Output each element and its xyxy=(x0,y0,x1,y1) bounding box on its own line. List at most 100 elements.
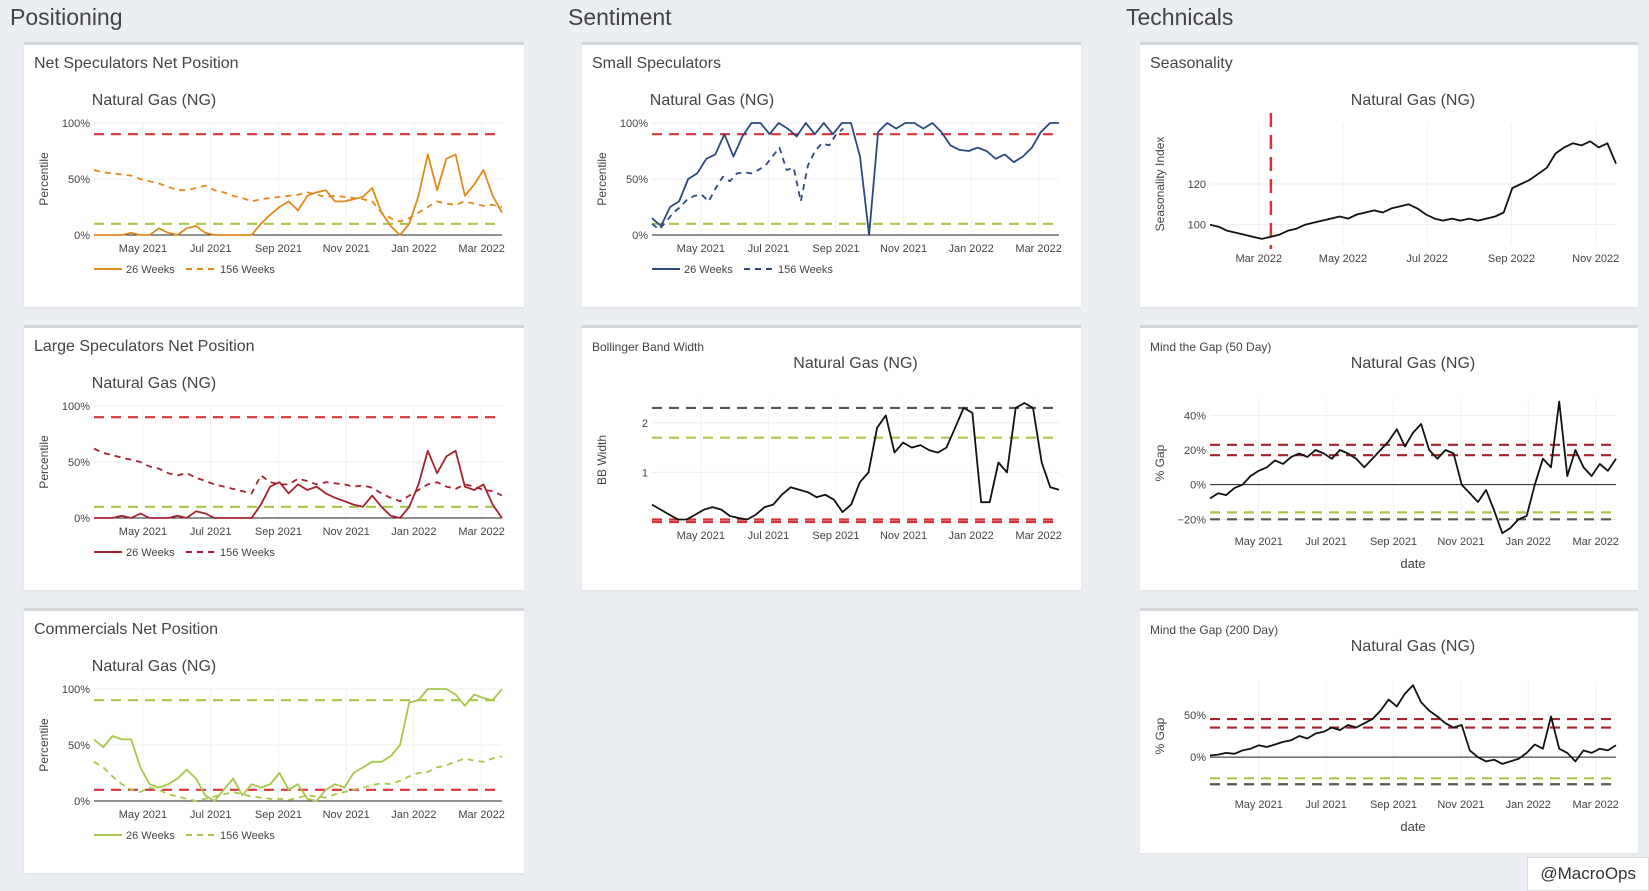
panel-title: Mind the Gap (50 Day) xyxy=(1150,340,1272,354)
y-tick-label: 50% xyxy=(626,174,648,186)
y-tick-label: 0% xyxy=(632,230,648,242)
y-tick-label: 40% xyxy=(1184,410,1206,422)
y-axis-label: % Gap xyxy=(1153,444,1167,481)
y-tick-label: 0% xyxy=(74,230,90,242)
x-tick-label: Mar 2022 xyxy=(1572,799,1618,811)
x-axis-label: date xyxy=(1400,556,1425,571)
x-tick-label: Nov 2021 xyxy=(323,243,370,255)
x-tick-label: Mar 2022 xyxy=(1235,253,1281,265)
y-axis-label: Percentile xyxy=(37,152,51,206)
panel-title: Large Speculators Net Position xyxy=(34,338,255,355)
panel-large-speculators: Large Speculators Net Position Natural G… xyxy=(24,325,524,590)
x-tick-label: Nov 2021 xyxy=(880,243,927,255)
section-title-technicals: Technicals xyxy=(1126,4,1234,30)
x-tick-label: Jul 2021 xyxy=(748,243,790,255)
x-tick-label: May 2022 xyxy=(1319,253,1367,265)
x-tick-label: Mar 2022 xyxy=(458,526,504,538)
y-tick-label: −20% xyxy=(1178,514,1207,526)
x-tick-label: Sep 2021 xyxy=(812,243,859,255)
panel-seasonality: Seasonality Natural Gas (NG) Seasonality … xyxy=(1140,42,1638,307)
x-tick-label: Jul 2021 xyxy=(1305,799,1347,811)
x-tick-label: Jan 2022 xyxy=(1506,536,1551,548)
series-line xyxy=(93,169,503,223)
y-tick-label: 100% xyxy=(62,684,90,696)
y-tick-label: 0% xyxy=(1190,480,1206,492)
x-tick-label: Sep 2022 xyxy=(1488,253,1535,265)
chart-title: Natural Gas (NG) xyxy=(793,355,917,372)
chart-seasonality[interactable]: Natural Gas (NG) Seasonality Index 100 120 M… xyxy=(1140,45,1638,307)
series-line xyxy=(651,122,1059,236)
chart-mind-the-gap-50[interactable]: Natural Gas (NG) % Gap −20% 0% 20% 40% May 202… xyxy=(1140,328,1638,590)
y-axis-label: Percentile xyxy=(37,718,51,772)
x-tick-label: Sep 2021 xyxy=(1370,799,1417,811)
panel-title: Seasonality xyxy=(1150,55,1233,72)
x-tick-label: Jan 2022 xyxy=(1506,799,1551,811)
series-line xyxy=(1209,684,1617,765)
y-tick-label: 50% xyxy=(1184,710,1206,722)
chart-large-speculators[interactable]: Natural Gas (NG) Percentile 0% 50% 100% May 2… xyxy=(24,328,524,590)
series-line xyxy=(651,127,844,231)
legend-label: 156 Weeks xyxy=(220,264,275,276)
chart-title: Natural Gas (NG) xyxy=(92,375,216,392)
panel-small-speculators: Small Speculators Natural Gas (NG) Percen… xyxy=(582,42,1081,307)
legend-label: 26 Weeks xyxy=(126,830,175,842)
x-tick-label: May 2021 xyxy=(677,243,725,255)
x-axis-label: date xyxy=(1400,819,1425,834)
chart-commercials[interactable]: Natural Gas (NG) Percentile 0% 50% 100% May 2… xyxy=(24,611,524,873)
y-tick-label: 50% xyxy=(68,174,90,186)
series-line xyxy=(1209,140,1617,240)
y-tick-label: 50% xyxy=(68,740,90,752)
credit-label: @MacroOps xyxy=(1527,857,1649,891)
x-tick-label: Nov 2021 xyxy=(880,530,927,542)
series-line xyxy=(651,402,1060,521)
x-tick-label: Sep 2021 xyxy=(255,526,302,538)
chart-net-speculators[interactable]: Natural Gas (NG) Percentile 0% 50% 100% May 2… xyxy=(24,45,524,307)
x-tick-label: Mar 2022 xyxy=(1572,536,1618,548)
x-tick-label: Jul 2022 xyxy=(1406,253,1448,265)
x-tick-label: Jan 2022 xyxy=(391,809,436,821)
x-tick-label: Mar 2022 xyxy=(458,243,504,255)
y-tick-label: 100% xyxy=(620,118,648,130)
panel-title: Commercials Net Position xyxy=(34,621,219,638)
legend-label: 156 Weeks xyxy=(778,264,833,276)
x-tick-label: Jul 2021 xyxy=(748,530,790,542)
legend-label: 156 Weeks xyxy=(220,830,275,842)
chart-title: Natural Gas (NG) xyxy=(92,92,216,109)
x-tick-label: Nov 2021 xyxy=(323,526,370,538)
legend-label: 26 Weeks xyxy=(684,264,733,276)
x-tick-label: Nov 2021 xyxy=(1437,799,1484,811)
x-tick-label: Sep 2021 xyxy=(255,243,302,255)
series-line xyxy=(94,449,503,519)
panel-title: Net Speculators Net Position xyxy=(34,55,239,72)
x-tick-label: Nov 2021 xyxy=(323,809,370,821)
panel-bollinger-band-width: Bollinger Band Width Natural Gas (NG) BB … xyxy=(582,325,1081,590)
chart-mind-the-gap-200[interactable]: Natural Gas (NG) % Gap 0% 50% May 2021 Jul 20… xyxy=(1140,611,1638,853)
y-axis-label: Percentile xyxy=(37,435,51,489)
chart-title: Natural Gas (NG) xyxy=(1351,92,1475,109)
y-tick-label: 0% xyxy=(1190,752,1206,764)
chart-bollinger-band-width[interactable]: Natural Gas (NG) BB Width 1 2 May 2021 Jul 20… xyxy=(582,328,1081,590)
x-tick-label: Jul 2021 xyxy=(1305,536,1347,548)
x-tick-label: May 2021 xyxy=(119,243,167,255)
series-line xyxy=(93,688,503,802)
series-line xyxy=(1209,400,1617,535)
y-tick-label: 100% xyxy=(62,118,90,130)
chart-title: Natural Gas (NG) xyxy=(1351,355,1475,372)
series-line xyxy=(93,447,503,503)
legend-label: 156 Weeks xyxy=(220,547,275,559)
x-tick-label: May 2021 xyxy=(1235,799,1283,811)
y-axis-label: BB Width xyxy=(595,435,609,485)
panel-mind-the-gap-50: Mind the Gap (50 Day) Natural Gas (NG) % … xyxy=(1140,325,1638,590)
y-tick-label: 100 xyxy=(1188,220,1206,232)
x-tick-label: May 2021 xyxy=(1235,536,1283,548)
x-tick-label: Jan 2022 xyxy=(391,526,436,538)
y-tick-label: 20% xyxy=(1184,445,1206,457)
x-tick-label: Mar 2022 xyxy=(1015,530,1061,542)
y-tick-label: 2 xyxy=(642,418,648,430)
panel-title: Bollinger Band Width xyxy=(592,340,705,354)
panel-title: Mind the Gap (200 Day) xyxy=(1150,623,1279,637)
x-tick-label: Mar 2022 xyxy=(1015,243,1061,255)
section-title-sentiment: Sentiment xyxy=(568,4,672,30)
chart-small-speculators[interactable]: Natural Gas (NG) Percentile 0% 50% 100% May 2… xyxy=(582,45,1081,307)
chart-title: Natural Gas (NG) xyxy=(650,92,774,109)
